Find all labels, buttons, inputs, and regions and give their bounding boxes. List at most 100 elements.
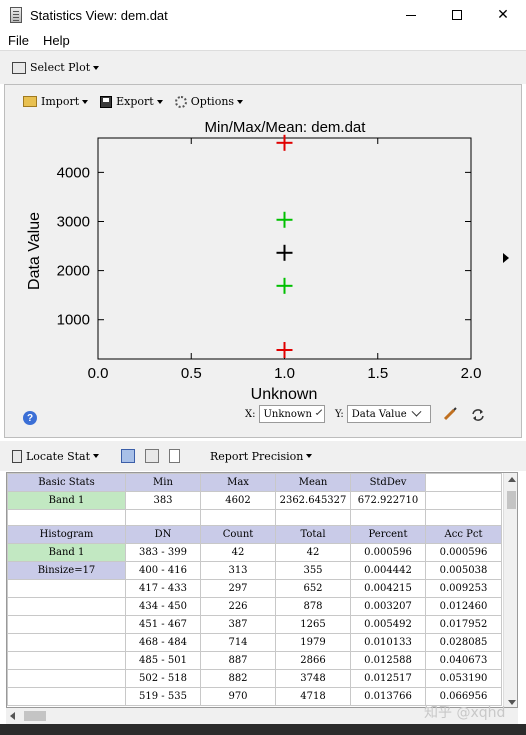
table-cell[interactable]: 0.053190 bbox=[425, 669, 502, 688]
options-button[interactable]: Options bbox=[174, 95, 244, 108]
menu-help[interactable]: Help bbox=[42, 32, 70, 48]
table-cell[interactable]: 1979 bbox=[275, 633, 351, 652]
chevron-down-icon bbox=[411, 406, 422, 417]
table-cell[interactable]: 502 - 518 bbox=[125, 669, 201, 688]
table-cell[interactable]: 0.000596 bbox=[350, 543, 426, 562]
table-cell[interactable]: 0.010133 bbox=[350, 633, 426, 652]
table-cell[interactable]: 400 - 416 bbox=[125, 561, 201, 580]
scroll-up-icon[interactable] bbox=[508, 477, 516, 482]
table-cell[interactable]: 434 - 450 bbox=[125, 597, 201, 616]
table-cell[interactable]: 2866 bbox=[275, 651, 351, 670]
table-cell[interactable]: 0.028085 bbox=[425, 633, 502, 652]
table-cell[interactable]: 355 bbox=[275, 561, 351, 580]
table-cell[interactable]: 970 bbox=[200, 687, 276, 706]
table-cell[interactable]: 878 bbox=[275, 597, 351, 616]
scroll-down-icon[interactable] bbox=[508, 700, 516, 705]
maximize-icon bbox=[452, 10, 462, 20]
horizontal-scrollbar[interactable] bbox=[6, 708, 518, 724]
scatter-plot[interactable]: Min/Max/Mean: dem.dat 0.0 0.5 1.0 1.5 2.0 10… bbox=[5, 85, 521, 437]
table-cell[interactable]: 0.009253 bbox=[425, 579, 502, 598]
scrollbar-thumb[interactable] bbox=[24, 711, 46, 721]
table-cell[interactable]: 383 - 399 bbox=[125, 543, 201, 562]
minimize-button[interactable] bbox=[388, 0, 434, 30]
header-cell: Acc Pct bbox=[425, 525, 502, 544]
table-cell[interactable]: 4602 bbox=[200, 491, 276, 510]
table-cell[interactable]: 0.013766 bbox=[350, 687, 426, 706]
table-cell[interactable]: 485 - 501 bbox=[125, 651, 201, 670]
layout-single-icon[interactable] bbox=[121, 449, 136, 463]
menu-file[interactable]: File bbox=[8, 32, 29, 48]
maximize-button[interactable] bbox=[434, 0, 480, 30]
histogram-label-cell[interactable]: Binsize=17 bbox=[7, 561, 126, 580]
x-tick-label: 1.0 bbox=[274, 365, 295, 382]
table-cell[interactable]: 3748 bbox=[275, 669, 351, 688]
table-cell[interactable]: 0.012588 bbox=[350, 651, 426, 670]
table-cell[interactable]: 882 bbox=[200, 669, 276, 688]
table-cell[interactable]: 1265 bbox=[275, 615, 351, 634]
table-cell[interactable]: 0.004442 bbox=[350, 561, 426, 580]
refresh-icon[interactable] bbox=[471, 408, 485, 422]
table-cell[interactable]: 0.012460 bbox=[425, 597, 502, 616]
y-axis-select[interactable]: Data Value bbox=[346, 405, 431, 423]
chevron-down-icon bbox=[315, 408, 322, 415]
close-button[interactable]: ✕ bbox=[480, 0, 526, 30]
brush-icon[interactable] bbox=[443, 407, 457, 421]
spacer-row bbox=[7, 509, 502, 526]
histogram-label-cell[interactable]: Band 1 bbox=[7, 543, 126, 562]
table-cell[interactable]: 4718 bbox=[275, 687, 351, 706]
x-axis-select[interactable]: Unknown bbox=[258, 405, 325, 423]
table-cell[interactable]: 42 bbox=[275, 543, 351, 562]
header-cell: StdDev bbox=[350, 473, 426, 492]
table-cell[interactable]: 2362.645327 bbox=[275, 491, 351, 510]
table-row: 451 - 467 387 1265 0.005492 0.017952 bbox=[7, 615, 502, 634]
table-cell[interactable]: 714 bbox=[200, 633, 276, 652]
table-cell[interactable]: 0.012517 bbox=[350, 669, 426, 688]
table-cell[interactable]: 0.004215 bbox=[350, 579, 426, 598]
table-cell[interactable]: 383 bbox=[125, 491, 201, 510]
table-cell[interactable]: 0.017952 bbox=[425, 615, 502, 634]
empty-cell bbox=[200, 509, 276, 526]
table-cell[interactable]: 652 bbox=[275, 579, 351, 598]
scroll-left-icon[interactable] bbox=[10, 712, 15, 720]
table-cell[interactable]: 672.922710 bbox=[350, 491, 426, 510]
expand-right-icon[interactable] bbox=[503, 253, 509, 263]
table-cell[interactable]: 0.040673 bbox=[425, 651, 502, 670]
table-cell[interactable]: 417 - 433 bbox=[125, 579, 201, 598]
histogram-label-cell bbox=[7, 633, 126, 652]
table-cell[interactable]: 313 bbox=[200, 561, 276, 580]
table-cell[interactable]: 226 bbox=[200, 597, 276, 616]
vertical-scrollbar[interactable] bbox=[503, 473, 517, 707]
table-cell[interactable]: 0.005038 bbox=[425, 561, 502, 580]
scrollbar-thumb[interactable] bbox=[507, 491, 516, 509]
minimize-icon bbox=[406, 14, 416, 16]
table-cell[interactable]: 519 - 535 bbox=[125, 687, 201, 706]
header-cell: Total bbox=[275, 525, 351, 544]
table-cell[interactable]: 468 - 484 bbox=[125, 633, 201, 652]
table-cell[interactable]: 0.000596 bbox=[425, 543, 502, 562]
menu-bar: File Help bbox=[0, 30, 526, 50]
locate-stat-button[interactable]: Locate Stat bbox=[12, 449, 100, 463]
copy-icon[interactable] bbox=[169, 449, 181, 463]
y-axis-label: Data Value bbox=[26, 212, 43, 290]
band-cell[interactable]: Band 1 bbox=[7, 491, 126, 510]
x-axis-select-value: Unknown bbox=[263, 408, 312, 420]
table-cell[interactable]: 0.005492 bbox=[350, 615, 426, 634]
data-point bbox=[276, 244, 293, 261]
table-cell[interactable]: 297 bbox=[200, 579, 276, 598]
import-button[interactable]: Import bbox=[23, 95, 89, 108]
table-cell[interactable]: 0.066956 bbox=[425, 687, 502, 706]
report-precision-button[interactable]: Report Precision bbox=[210, 450, 313, 463]
app-icon bbox=[10, 7, 22, 23]
x-tick-label: 0.0 bbox=[88, 365, 109, 382]
select-plot-button[interactable]: Select Plot bbox=[12, 61, 100, 74]
layout-grid-icon[interactable] bbox=[145, 449, 160, 463]
table-cell[interactable]: 42 bbox=[200, 543, 276, 562]
chevron-down-icon bbox=[82, 99, 89, 104]
table-cell[interactable]: 0.003207 bbox=[350, 597, 426, 616]
export-button[interactable]: Export bbox=[100, 95, 163, 108]
help-icon[interactable]: ? bbox=[23, 411, 37, 425]
table-row: 434 - 450 226 878 0.003207 0.012460 bbox=[7, 597, 502, 616]
table-cell[interactable]: 387 bbox=[200, 615, 276, 634]
table-cell[interactable]: 451 - 467 bbox=[125, 615, 201, 634]
table-cell[interactable]: 887 bbox=[200, 651, 276, 670]
